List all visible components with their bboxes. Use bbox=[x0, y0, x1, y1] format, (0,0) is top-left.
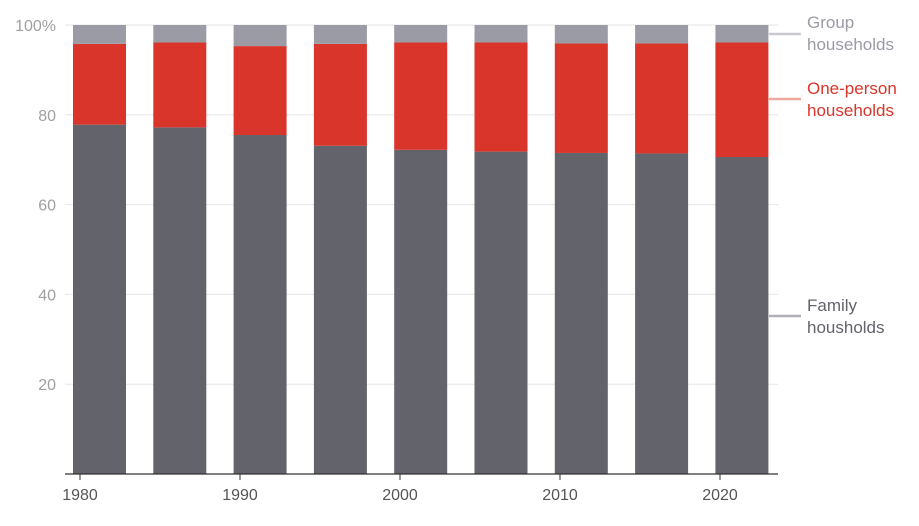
y-tick-label: 80 bbox=[38, 108, 56, 125]
bar-1986-family bbox=[153, 127, 207, 474]
y-tick-label: 40 bbox=[38, 287, 56, 304]
legend-label-family-line2: housholds bbox=[807, 318, 885, 337]
bar-2021-family bbox=[715, 157, 769, 475]
bar-1991-one-person bbox=[233, 46, 287, 136]
bar-2001-group bbox=[394, 25, 448, 43]
bar-1996-family bbox=[313, 145, 367, 474]
bar-2006-one-person bbox=[474, 42, 528, 152]
bar-2001-one-person bbox=[394, 42, 448, 150]
bar-1986-group bbox=[153, 25, 207, 43]
x-tick-label: 2000 bbox=[382, 487, 418, 504]
legend: Group households One-person households Famil… bbox=[769, 13, 897, 337]
legend-label-family-line1: Family bbox=[807, 296, 858, 315]
bar-2011-group bbox=[554, 25, 608, 44]
bar-1991-group bbox=[233, 25, 287, 47]
bar-2001-family bbox=[394, 149, 448, 474]
bar-2011-one-person bbox=[554, 43, 608, 153]
bar-1996-one-person bbox=[313, 43, 367, 146]
y-tick-label: 60 bbox=[38, 198, 56, 215]
x-tick-label: 1980 bbox=[62, 487, 98, 504]
bar-2016-family bbox=[635, 153, 689, 474]
x-tick-label: 2020 bbox=[702, 487, 738, 504]
bar-1980-one-person bbox=[73, 43, 126, 125]
y-tick-label: 100% bbox=[15, 18, 56, 35]
bars bbox=[73, 25, 769, 475]
legend-label-one-person-line2: households bbox=[807, 101, 894, 120]
bar-2021-group bbox=[715, 25, 769, 43]
legend-label-one-person-line1: One-person bbox=[807, 79, 897, 98]
bar-1980-family bbox=[73, 124, 126, 474]
legend-label-group-line2: households bbox=[807, 35, 894, 54]
bar-2011-family bbox=[554, 152, 608, 474]
bar-1986-one-person bbox=[153, 42, 207, 128]
y-tick-label: 20 bbox=[38, 377, 56, 394]
x-tick-label: 2010 bbox=[542, 487, 578, 504]
bar-1996-group bbox=[313, 25, 367, 44]
axes: 20 40 60 80 100% 1980 1990 2000 2010 2020 bbox=[15, 18, 778, 504]
bar-1980-group bbox=[73, 25, 126, 44]
bar-2006-group bbox=[474, 25, 528, 43]
bar-2006-family bbox=[474, 151, 528, 475]
bar-2016-group bbox=[635, 25, 689, 44]
bar-1991-family bbox=[233, 135, 287, 474]
bar-2021-one-person bbox=[715, 42, 769, 158]
legend-label-group-line1: Group bbox=[807, 13, 854, 32]
x-tick-label: 1990 bbox=[222, 487, 258, 504]
bar-2016-one-person bbox=[635, 43, 689, 154]
